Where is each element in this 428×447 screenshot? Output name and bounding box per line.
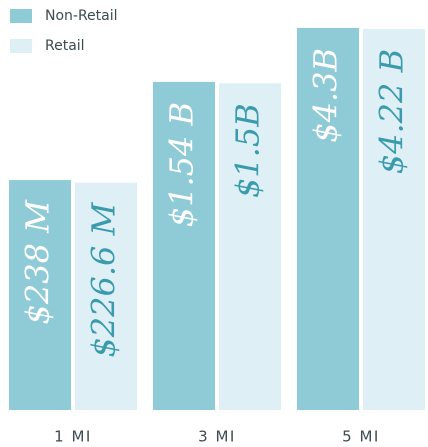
legend-swatch	[10, 9, 32, 23]
x-tick-label: 1 MI	[54, 428, 92, 446]
legend-label: Retail	[45, 38, 85, 54]
value-label: $4.22 B	[373, 49, 411, 174]
value-label: $226.6 M	[85, 201, 123, 357]
bar	[153, 81, 215, 411]
bar	[363, 28, 425, 410]
legend-label: Non-Retail	[45, 8, 118, 24]
value-label: $4.3B	[307, 48, 345, 143]
x-tick-label: 5 MI	[342, 428, 380, 446]
bar	[297, 27, 359, 411]
bar	[9, 180, 71, 410]
legend-swatch	[10, 39, 32, 53]
bar	[75, 182, 137, 410]
value-label: $1.54 B	[163, 102, 201, 227]
x-tick-label: 3 MI	[198, 428, 236, 446]
value-label: $238 M	[19, 199, 57, 325]
bar	[219, 83, 281, 410]
value-label: $1.5B	[229, 103, 267, 198]
